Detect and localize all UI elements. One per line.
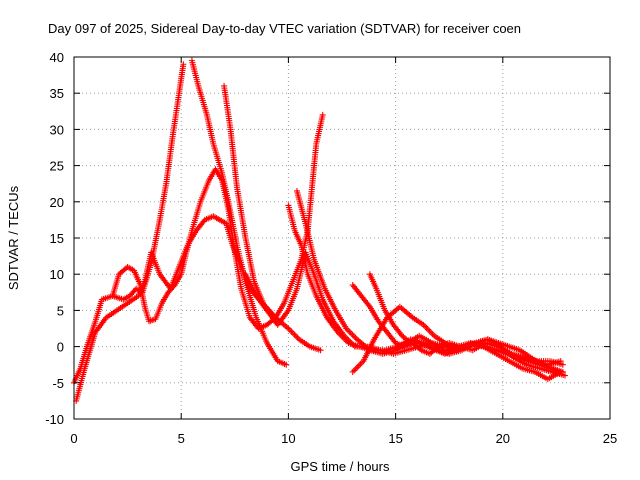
- y-tick-label: 0: [57, 340, 64, 355]
- series-markers: [242, 249, 564, 383]
- series-track-8: [293, 187, 564, 368]
- x-axis-label: GPS time / hours: [291, 459, 390, 474]
- series-markers: [221, 82, 326, 321]
- series-markers: [71, 61, 187, 386]
- x-tick-label: 0: [70, 431, 77, 446]
- x-tick-label: 5: [178, 431, 185, 446]
- y-tick-label: 40: [50, 50, 64, 65]
- series-track-5: [73, 213, 324, 404]
- y-axis-label: SDTVAR / TECUs: [6, 185, 21, 290]
- chart-title: Day 097 of 2025, Sidereal Day-to-day VTE…: [48, 21, 521, 36]
- axis-ticks: 0 5 10 15 20 25 -10 -5 0 5 10 15 20 25 30 35 40: [45, 50, 617, 446]
- x-tick-label: 15: [388, 431, 402, 446]
- y-tick-label: 5: [57, 303, 64, 318]
- x-tick-label: 10: [281, 431, 295, 446]
- series-line: [111, 168, 277, 330]
- series-markers: [293, 187, 564, 368]
- y-tick-label: 15: [50, 231, 64, 246]
- data-series: [71, 57, 568, 404]
- grid: [74, 57, 610, 419]
- series-track-1: [71, 61, 187, 386]
- y-tick-label: 30: [50, 122, 64, 137]
- y-tick-label: 25: [50, 159, 64, 174]
- y-tick-label: -5: [52, 376, 64, 391]
- series-track-11: [349, 303, 566, 375]
- series-track-6: [242, 249, 564, 383]
- series-markers: [349, 303, 566, 375]
- y-tick-label: 20: [50, 195, 64, 210]
- x-tick-label: 20: [496, 431, 510, 446]
- y-tick-label: -10: [45, 412, 64, 427]
- y-tick-label: 35: [50, 86, 64, 101]
- series-markers: [73, 213, 324, 404]
- series-track-4: [221, 82, 326, 321]
- y-tick-label: 10: [50, 267, 64, 282]
- x-tick-label: 25: [603, 431, 617, 446]
- series-line: [75, 215, 321, 402]
